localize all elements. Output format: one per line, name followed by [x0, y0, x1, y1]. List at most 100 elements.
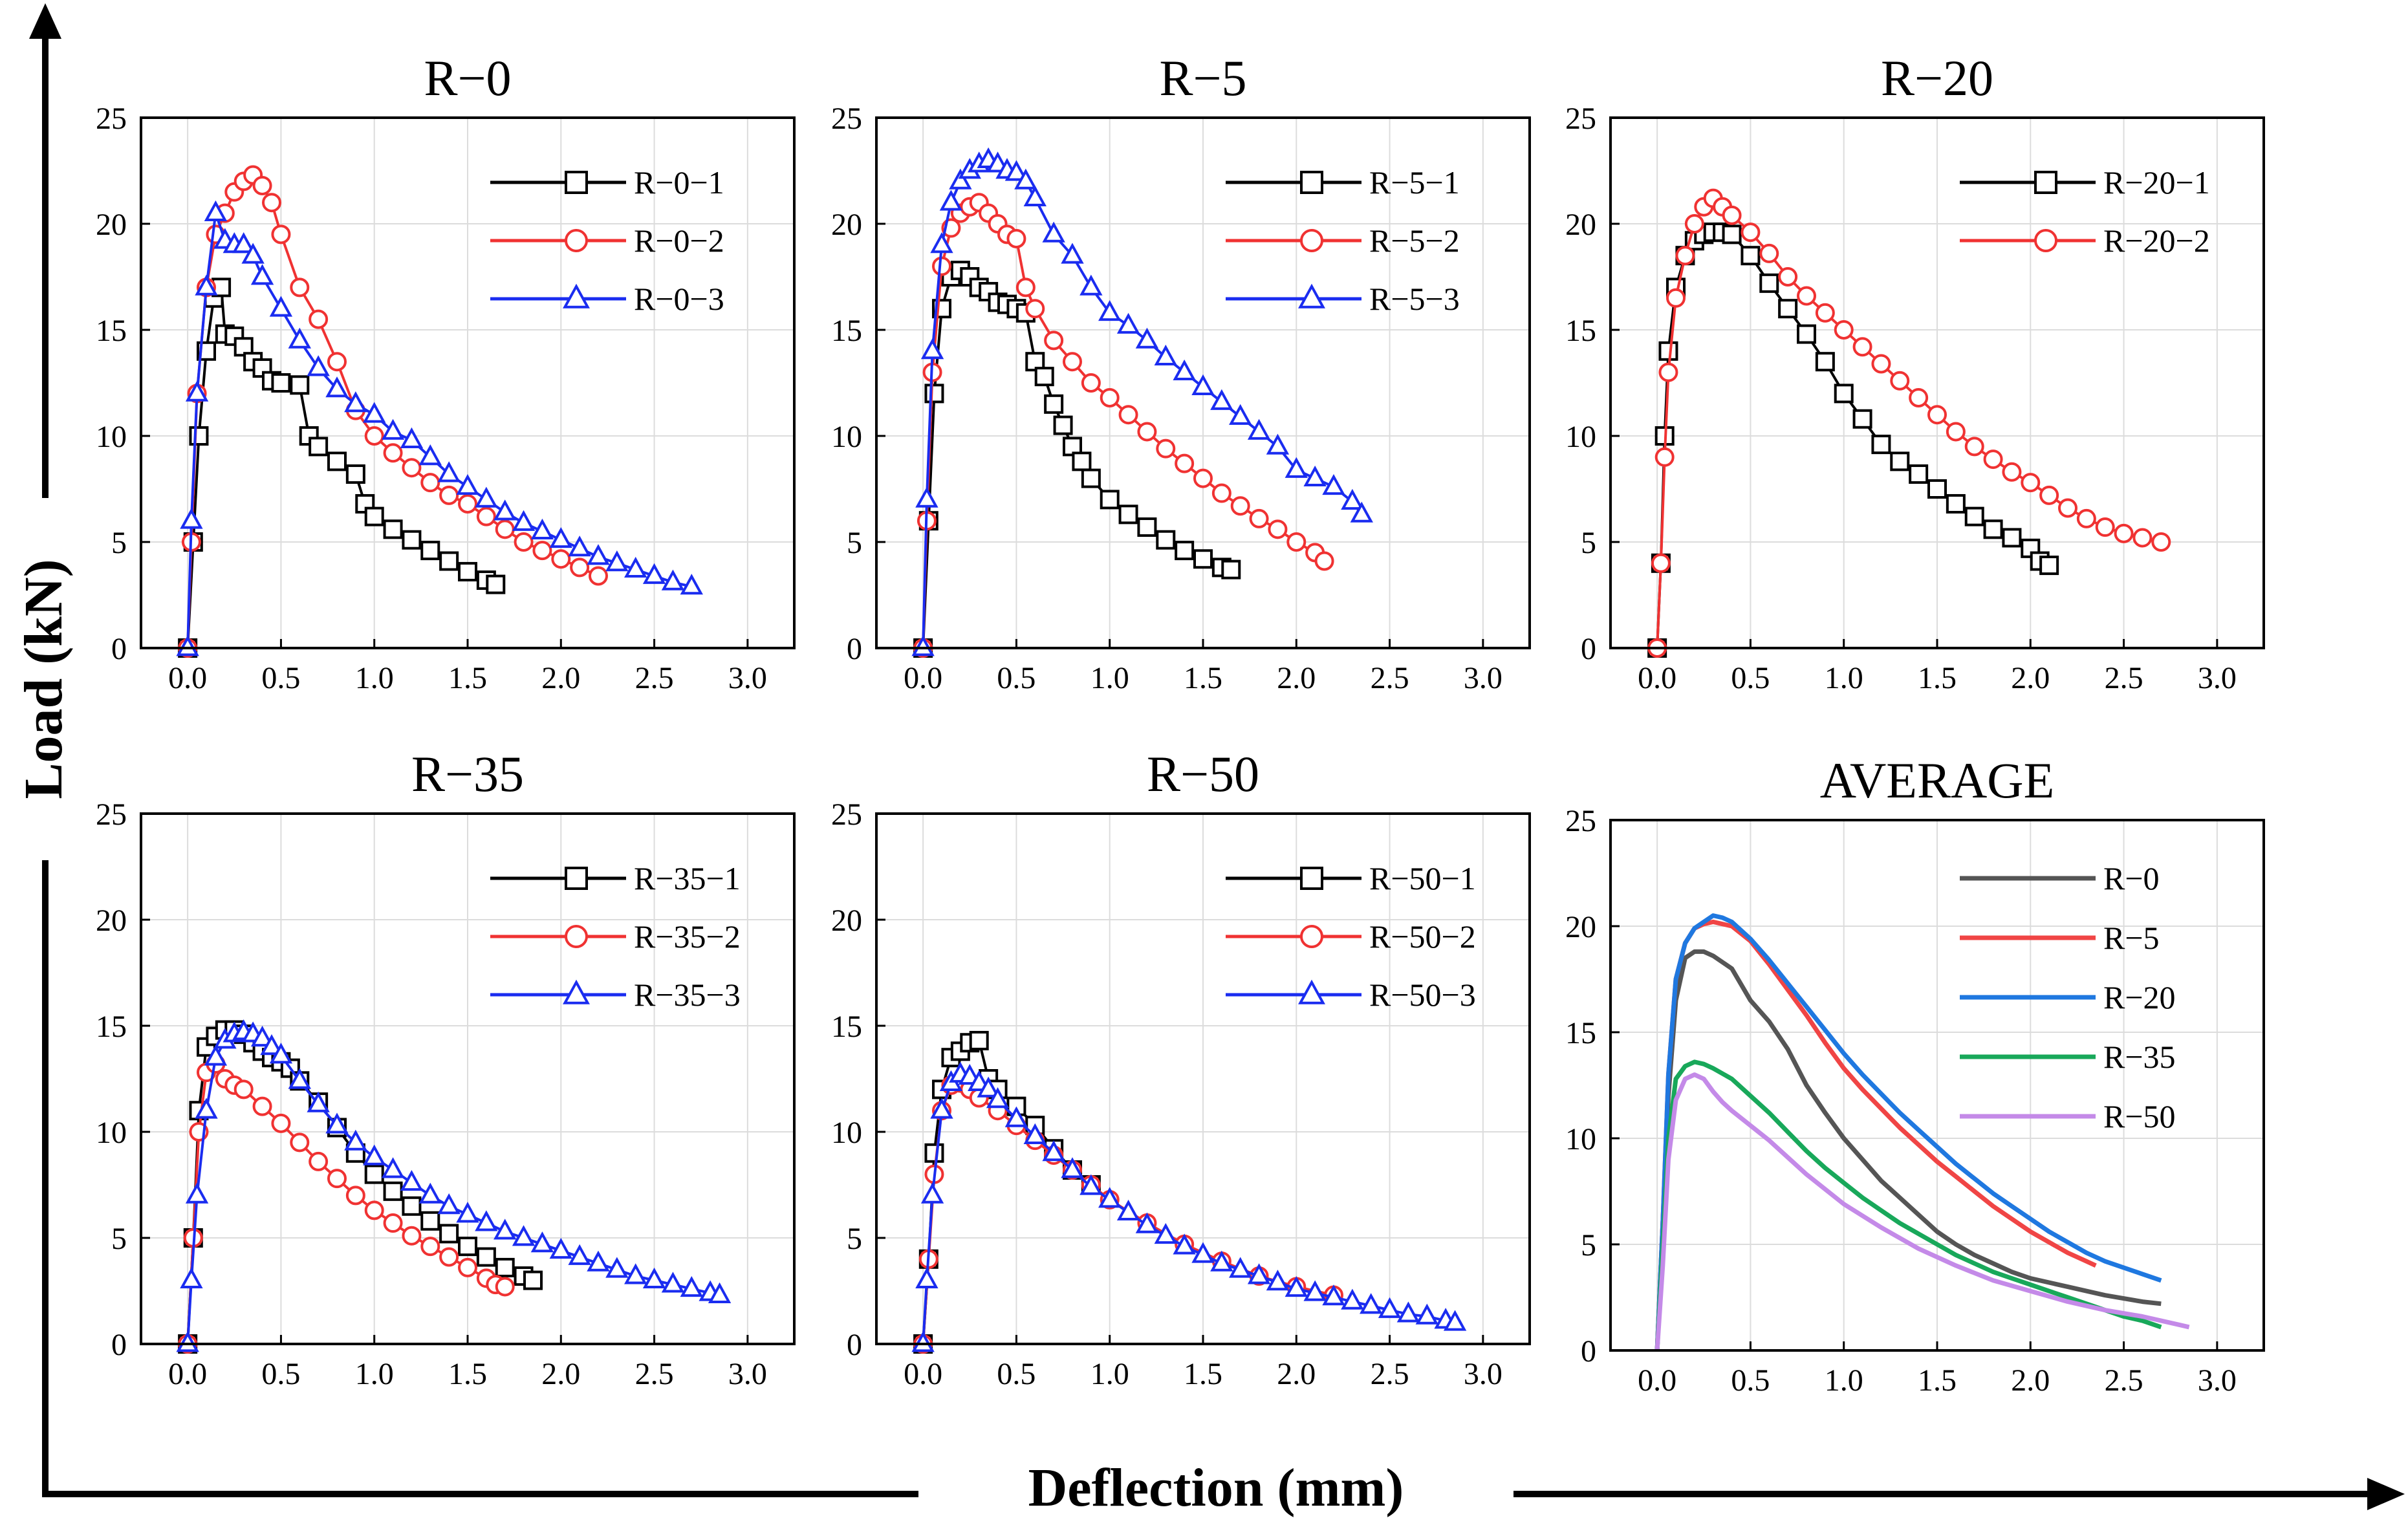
- plot-frame: [875, 116, 1531, 649]
- data-point: [1834, 384, 1854, 404]
- x-tick-label: 1.0: [1090, 661, 1129, 695]
- data-point: [1211, 483, 1231, 503]
- data-point: [475, 486, 498, 508]
- data-point: [661, 1272, 685, 1293]
- y-tick-label: 25: [96, 797, 127, 832]
- x-tick-label: 2.0: [2011, 1363, 2050, 1398]
- panel-title: R−0: [424, 50, 511, 106]
- data-point: [2002, 462, 2022, 482]
- data-point: [185, 380, 209, 402]
- data-point: [363, 1144, 386, 1165]
- data-point: [195, 1098, 218, 1119]
- data-point: [363, 402, 386, 423]
- series-line: [922, 201, 1325, 649]
- data-point: [458, 493, 477, 514]
- y-tick-label: 15: [831, 314, 862, 348]
- data-point: [680, 574, 703, 595]
- data-point: [418, 1182, 442, 1204]
- series-line: [1654, 1072, 2190, 1351]
- data-point: [1797, 286, 1816, 306]
- y-tick-label: 25: [1565, 102, 1596, 136]
- data-point: [1927, 479, 1947, 499]
- panels: R−00.0 0.5 1.0 1.5 2.0 2.5 3.00510152025R−0−1R…: [96, 50, 2265, 1398]
- data-point: [180, 1267, 203, 1288]
- x-tick-label: 3.0: [728, 1357, 767, 1391]
- data-point: [418, 444, 442, 466]
- panel-average: AVERAGE 0.0 0.5 1.0 1.5 2.0 2.5 3.0 0 5 10 15 20 25 R−…: [1565, 752, 2265, 1398]
- series-line: [1656, 197, 2162, 649]
- data-point: [911, 635, 935, 656]
- data-point: [1004, 1106, 1028, 1127]
- data-point: [1135, 327, 1159, 349]
- legend-label: R−50−2: [1369, 918, 1476, 955]
- x-tick-label: 2.0: [1277, 661, 1316, 695]
- data-point: [1100, 387, 1120, 407]
- legend-label: R−35−2: [634, 918, 741, 955]
- data-point: [512, 1225, 536, 1246]
- y-tick-label: 25: [1565, 804, 1596, 838]
- data-point: [364, 506, 384, 526]
- legend-marker: [1300, 867, 1323, 890]
- data-point: [1034, 367, 1054, 387]
- plot-frame: [875, 812, 1531, 1345]
- data-point: [1193, 468, 1213, 488]
- data-point: [420, 541, 440, 561]
- x-tick-label: 1.5: [448, 661, 487, 695]
- data-point: [1100, 490, 1120, 510]
- y-axis-arrowhead: [29, 3, 61, 39]
- data-point: [605, 550, 629, 572]
- data-point: [1741, 222, 1761, 243]
- data-point: [2076, 508, 2096, 528]
- data-point: [495, 519, 515, 539]
- data-point: [1081, 373, 1101, 393]
- data-point: [400, 427, 424, 448]
- plot-frame: [1609, 819, 2265, 1352]
- legend: R−5−1 R−5−2 R−5−3: [1226, 164, 1460, 317]
- x-tick-label: 2.0: [2011, 661, 2050, 695]
- data-point: [1741, 246, 1761, 266]
- data-point: [532, 541, 552, 561]
- data-point: [250, 1025, 274, 1047]
- series-r-20-1: [1647, 222, 2059, 658]
- data-point: [1909, 464, 1929, 484]
- y-tick-label: 25: [96, 102, 127, 136]
- data-point: [1815, 303, 1835, 323]
- legend-label: R−5−1: [1369, 164, 1460, 200]
- series-r-20: [1654, 913, 2162, 1351]
- y-tick-label: 10: [1565, 420, 1596, 454]
- data-point: [1285, 1275, 1308, 1297]
- data-point: [1266, 433, 1290, 455]
- data-point: [915, 486, 938, 508]
- data-point: [1014, 168, 1037, 190]
- data-point: [977, 1076, 1000, 1098]
- data-point: [325, 1112, 349, 1134]
- data-point: [307, 1091, 330, 1112]
- data-point: [1081, 468, 1101, 488]
- y-tick-label: 15: [1565, 314, 1596, 348]
- data-point: [1025, 299, 1045, 319]
- data-point: [271, 1113, 291, 1133]
- data-point: [949, 168, 972, 190]
- legend-marker: [565, 867, 588, 890]
- data-point: [271, 373, 291, 393]
- data-point: [1042, 221, 1065, 243]
- data-point: [1946, 422, 1966, 442]
- series-r-35-2: [178, 1054, 515, 1354]
- legend-label: R−50−1: [1369, 860, 1476, 896]
- data-point: [364, 1164, 384, 1184]
- data-point: [549, 1237, 572, 1259]
- data-point: [1722, 205, 1742, 225]
- data-point: [1658, 341, 1678, 361]
- x-tick-label: 3.0: [2198, 1363, 2237, 1398]
- series-r-50-3: [911, 1061, 1467, 1352]
- data-point: [456, 473, 479, 495]
- series-line: [1656, 231, 2050, 649]
- y-tick-label: 0: [111, 632, 127, 666]
- y-tick-label: 20: [831, 904, 862, 938]
- data-point: [2151, 532, 2171, 552]
- panel-r-5: R−50.0 0.5 1.0 1.5 2.0 2.5 3.00510152025R−5−1R…: [831, 50, 1531, 695]
- x-tick-label: 1.0: [1090, 1357, 1129, 1391]
- legend-label: R−20−2: [2103, 222, 2210, 259]
- data-point: [551, 549, 571, 569]
- data-point: [1909, 387, 1929, 407]
